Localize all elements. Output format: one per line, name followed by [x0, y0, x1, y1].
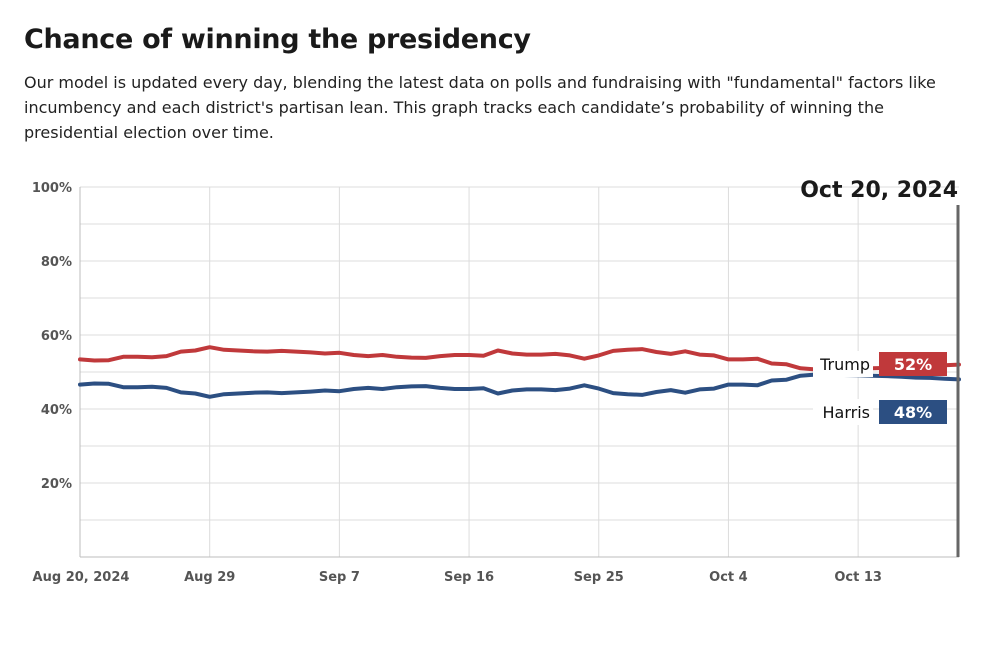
x-tick-label: Aug 29: [184, 570, 235, 585]
x-tick-label: Sep 7: [319, 570, 360, 585]
harris-value-badge: [879, 400, 947, 424]
harris-label-bg: [813, 399, 873, 425]
trump-value-label: 52%: [894, 355, 932, 374]
harris-name-label: Harris: [823, 403, 871, 422]
x-tick-label: Sep 25: [574, 570, 624, 585]
y-tick-label: 40%: [41, 403, 72, 418]
trump-line: [78, 345, 961, 372]
page-title: Chance of winning the presidency: [24, 24, 531, 55]
y-tick-label: 20%: [41, 477, 72, 492]
chart-description: Our model is updated every day, blending…: [24, 73, 936, 142]
y-tick-label: 100%: [32, 181, 72, 196]
harris-line: [78, 372, 961, 399]
trump-label-bg: [813, 351, 873, 377]
x-axis-labels: Aug 20, 2024 Aug 29 Sep 7 Sep 16 Sep 25 Oct 4…: [33, 570, 882, 585]
harris-value-label: 48%: [894, 403, 932, 422]
x-tick-label: Oct 13: [834, 570, 882, 585]
y-tick-label: 60%: [41, 329, 72, 344]
x-tick-label: Aug 20, 2024: [33, 570, 130, 585]
series-lines: [78, 345, 961, 399]
trump-name-label: Trump: [819, 355, 870, 374]
x-tick-label: Oct 4: [709, 570, 748, 585]
y-axis-labels: 20% 40% 60% 80% 100%: [32, 181, 72, 492]
current-date-label: Oct 20, 2024: [800, 178, 958, 203]
y-tick-label: 80%: [41, 255, 72, 270]
trump-value-badge: [879, 352, 947, 376]
date-marker[interactable]: Oct 20, 2024 Trump 52% Harris 48%: [800, 178, 960, 557]
x-tick-label: Sep 16: [444, 570, 494, 585]
